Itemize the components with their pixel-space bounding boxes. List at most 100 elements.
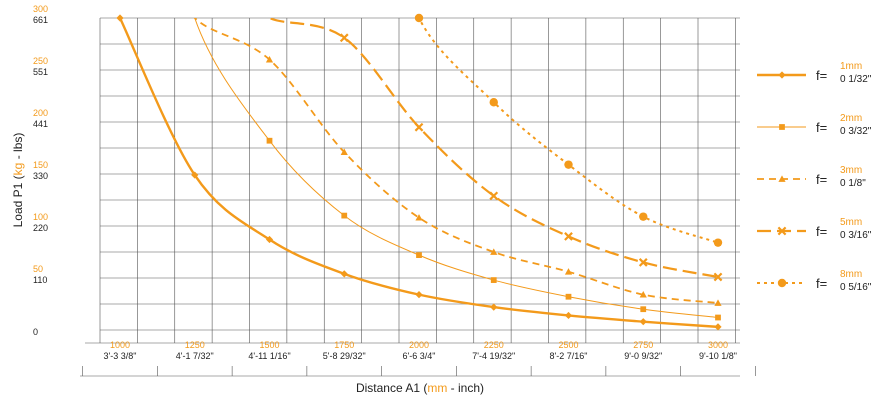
- series-line: [118, 18, 719, 329]
- data-point: [265, 235, 274, 244]
- legend-label-prefix: f=: [816, 172, 827, 187]
- data-point: [713, 238, 723, 247]
- legend-entry: f= 5mm 0 3/16": [757, 217, 872, 241]
- y-tick-label-kg: 300: [33, 4, 48, 14]
- x-tick-label-mm: 2250: [484, 340, 504, 350]
- series-markers: [116, 13, 723, 331]
- x-tick-label-mm: 1500: [259, 340, 279, 350]
- legend-entry: f= 2mm 0 3/32": [757, 113, 872, 137]
- legend-label-mm: 2mm: [840, 113, 862, 124]
- data-point: [416, 252, 422, 258]
- data-point: [564, 268, 573, 275]
- series-line: [267, 18, 719, 279]
- x-tick-label-inch: 7'-4 19/32": [472, 351, 515, 361]
- data-point: [714, 323, 722, 331]
- x-tick-label-mm: 1000: [110, 340, 130, 350]
- data-point: [415, 291, 423, 299]
- data-point: [564, 311, 573, 320]
- legend-marker: [778, 175, 786, 182]
- y-axis-title-pre: Load P1 (: [11, 175, 25, 227]
- legend-label-mm: 5mm: [840, 217, 862, 228]
- series-line: [194, 18, 719, 319]
- data-point: [564, 160, 573, 169]
- y-tick-label-lbs: 330: [33, 171, 48, 181]
- data-point: [714, 299, 722, 306]
- x-tick-label-mm: 1750: [334, 340, 354, 350]
- y-tick-label-kg: 50: [33, 264, 43, 274]
- x-tick-label-mm: 1250: [185, 340, 205, 350]
- data-point: [339, 33, 349, 43]
- data-point: [489, 191, 499, 201]
- x-tick-label-inch: 5'-8 29/32": [323, 351, 366, 361]
- data-point: [490, 303, 498, 311]
- legend: f= 1mm 0 1/32" f= 2mm 0 3/32" f= 3mm 0 1/8" f= 5mm…: [757, 61, 872, 293]
- x-axis-unit-inch: inch: [458, 381, 480, 395]
- data-point: [715, 314, 721, 321]
- y-axis-title-post: ): [11, 133, 25, 137]
- data-point: [564, 232, 573, 241]
- grid: [80, 17, 756, 377]
- x-axis-title: Distance A1 (mm - inch): [356, 381, 484, 395]
- y-tick-label-kg: 100: [33, 212, 48, 222]
- data-point: [415, 214, 423, 221]
- x-tick-label-inch: 4'-11 1/16": [248, 351, 290, 361]
- y-axis-unit-lbs: lbs: [11, 137, 25, 152]
- y-tick-label-lbs: 220: [33, 223, 48, 233]
- legend-label-inch: 0 5/16": [840, 282, 872, 293]
- data-point: [490, 248, 498, 255]
- data-point: [266, 137, 273, 144]
- legend-marker: [777, 278, 787, 288]
- x-tick-label-mm: 3000: [708, 340, 728, 350]
- data-point: [116, 14, 124, 22]
- y-axis-title: Load P1 (kg - lbs): [11, 133, 25, 228]
- x-tick-label-inch: 4'-1 7/32": [176, 351, 214, 361]
- legend-label-prefix: f=: [816, 276, 827, 291]
- x-tick-label-mm: 2500: [558, 340, 578, 350]
- data-point: [639, 212, 648, 221]
- legend-label-inch: 0 3/16": [840, 230, 872, 241]
- x-tick-label-mm: 2750: [633, 340, 653, 350]
- series-line: [193, 18, 719, 304]
- data-point: [414, 13, 424, 23]
- x-tick-label-inch: 6'-6 3/4": [403, 351, 436, 361]
- legend-label-inch: 0 3/32": [840, 126, 872, 137]
- y-tick-label-lbs: 661: [33, 15, 48, 25]
- data-point: [489, 98, 498, 107]
- y-tick-label-lbs: 441: [33, 119, 48, 129]
- series-line: [417, 18, 719, 244]
- data-point: [713, 272, 723, 282]
- data-point: [265, 56, 274, 63]
- data-point: [640, 306, 647, 313]
- legend-marker: [778, 71, 786, 79]
- x-axis-title-pre: Distance A1 (: [356, 381, 427, 395]
- legend-entry: f= 8mm 0 5/16": [757, 269, 872, 293]
- y-tick-label-kg: 150: [33, 160, 48, 170]
- legend-label-inch: 0 1/8": [840, 178, 866, 189]
- legend-label-prefix: f=: [816, 224, 827, 239]
- data-point: [490, 277, 497, 283]
- x-tick-label-inch: 8'-2 7/16": [550, 351, 588, 361]
- data-point: [639, 318, 647, 326]
- data-point: [638, 258, 648, 267]
- y-tick-label-kg: 200: [33, 108, 48, 118]
- y-axis-title-sep: -: [11, 152, 25, 163]
- x-tick-label-inch: 9'-10 1/8": [699, 351, 737, 361]
- legend-marker: [779, 124, 785, 130]
- data-point: [341, 212, 348, 219]
- y-tick-label-lbs: 0: [33, 327, 38, 337]
- y-axis-unit-kg: kg: [11, 163, 25, 176]
- data-point: [565, 293, 572, 300]
- legend-label-prefix: f=: [816, 68, 827, 83]
- legend-label-mm: 8mm: [840, 269, 862, 280]
- data-point: [414, 122, 424, 132]
- y-tick-label-kg: 250: [33, 56, 48, 66]
- legend-marker: [777, 226, 787, 236]
- legend-label-mm: 3mm: [840, 165, 862, 176]
- legend-label-inch: 0 1/32": [840, 74, 872, 85]
- data-point: [340, 148, 348, 156]
- x-axis-title-post: ): [480, 381, 484, 395]
- data-point: [340, 270, 348, 278]
- data-point: [191, 171, 199, 179]
